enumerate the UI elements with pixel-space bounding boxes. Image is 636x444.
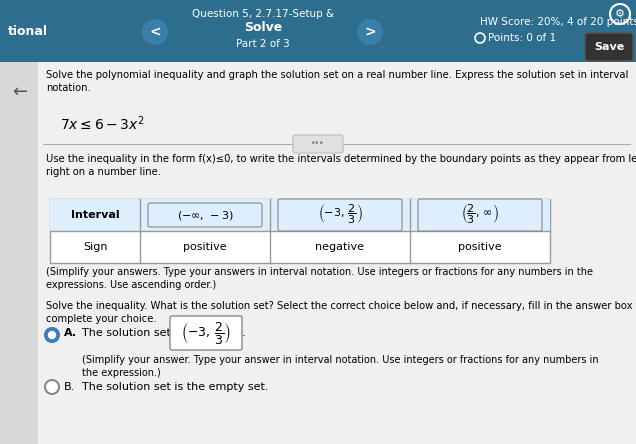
FancyBboxPatch shape (585, 33, 633, 61)
Text: (Simplify your answer. Type your answer in interval notation. Use integers or fr: (Simplify your answer. Type your answer … (82, 355, 598, 378)
FancyBboxPatch shape (293, 135, 343, 153)
Text: Solve: Solve (244, 21, 282, 35)
Circle shape (45, 380, 59, 394)
FancyBboxPatch shape (148, 203, 262, 227)
Text: HW Score: 20%, 4 of 20 points: HW Score: 20%, 4 of 20 points (480, 17, 636, 27)
FancyBboxPatch shape (50, 199, 550, 263)
FancyBboxPatch shape (418, 199, 542, 231)
Text: $\left(-3,\,\dfrac{2}{3}\right)$: $\left(-3,\,\dfrac{2}{3}\right)$ (317, 202, 363, 226)
Circle shape (48, 332, 55, 338)
Text: A.: A. (64, 328, 77, 338)
Text: Use the inequality in the form f(x)≤0, to write the intervals determined by the : Use the inequality in the form f(x)≤0, t… (46, 154, 636, 177)
Text: Save: Save (594, 42, 624, 52)
Circle shape (142, 19, 168, 45)
Text: ←: ← (13, 83, 27, 101)
FancyBboxPatch shape (38, 62, 636, 444)
FancyBboxPatch shape (0, 0, 636, 62)
Text: $\left(-3,\,\dfrac{2}{3}\right)$: $\left(-3,\,\dfrac{2}{3}\right)$ (181, 320, 231, 346)
Text: B.: B. (64, 382, 75, 392)
Text: positive: positive (458, 242, 502, 252)
Text: •••: ••• (311, 139, 325, 148)
Text: $(-\infty,\,-3)$: $(-\infty,\,-3)$ (177, 209, 233, 222)
Text: $7x \leq 6-3x^2$: $7x \leq 6-3x^2$ (60, 114, 145, 133)
FancyBboxPatch shape (410, 199, 550, 231)
Text: The solution set is the empty set.: The solution set is the empty set. (82, 382, 268, 392)
Text: Sign: Sign (83, 242, 107, 252)
Text: <: < (149, 25, 161, 39)
FancyBboxPatch shape (270, 199, 410, 231)
FancyBboxPatch shape (50, 199, 140, 231)
Text: tional: tional (8, 25, 48, 39)
Text: Question 5, 2.7.17-Setup &: Question 5, 2.7.17-Setup & (192, 9, 334, 19)
FancyBboxPatch shape (170, 316, 242, 350)
Text: negative: negative (315, 242, 364, 252)
Text: Points: 0 of 1: Points: 0 of 1 (488, 33, 556, 43)
Text: .: . (242, 328, 245, 338)
Text: positive: positive (183, 242, 227, 252)
Text: Solve the inequality. What is the solution set? Select the correct choice below : Solve the inequality. What is the soluti… (46, 301, 636, 324)
Text: The solution set is: The solution set is (82, 328, 183, 338)
Text: Solve the polynomial inequality and graph the solution set on a real number line: Solve the polynomial inequality and grap… (46, 70, 628, 93)
Text: >: > (364, 25, 376, 39)
Text: (Simplify your answers. Type your answers in interval notation. Use integers or : (Simplify your answers. Type your answer… (46, 267, 593, 290)
Circle shape (357, 19, 383, 45)
Text: $\left(\dfrac{2}{3},\,\infty\right)$: $\left(\dfrac{2}{3},\,\infty\right)$ (461, 202, 499, 226)
Text: ⚙: ⚙ (615, 9, 625, 19)
FancyBboxPatch shape (278, 199, 402, 231)
Text: Part 2 of 3: Part 2 of 3 (236, 39, 290, 49)
FancyBboxPatch shape (140, 199, 270, 231)
Circle shape (45, 328, 59, 342)
Text: Interval: Interval (71, 210, 120, 220)
